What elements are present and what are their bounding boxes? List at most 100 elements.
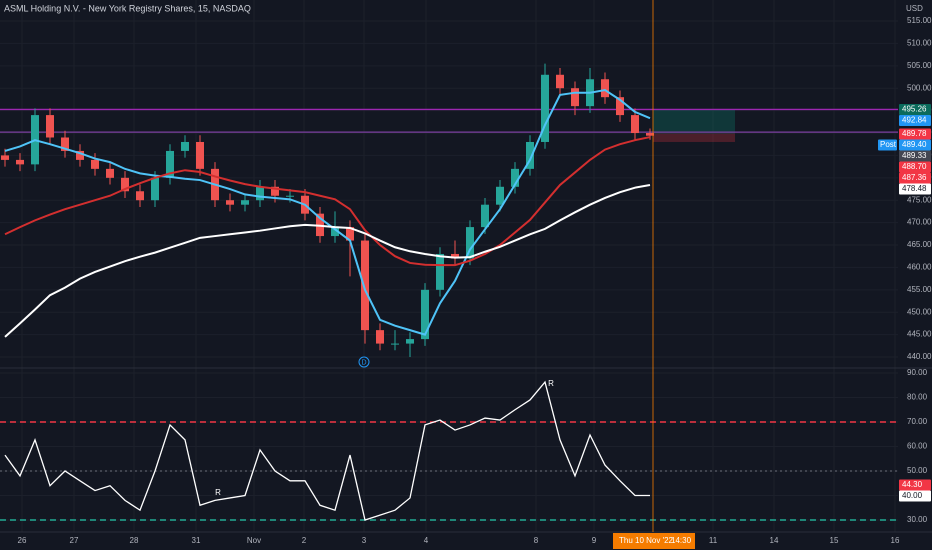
price-badge-label: 44.30 — [902, 480, 923, 489]
price-badge — [899, 139, 931, 151]
position-stop — [653, 133, 735, 142]
y-tick-label: 505.00 — [907, 61, 932, 70]
x-tick-label: 26 — [18, 536, 27, 545]
x-tick-label: 2 — [302, 536, 307, 545]
candle-body — [196, 141, 204, 169]
candle-body — [436, 253, 444, 290]
dividend-marker — [358, 356, 370, 368]
candle-body — [46, 115, 54, 138]
candle-body — [181, 141, 189, 151]
y-tick-label: 455.00 — [907, 285, 932, 294]
candle-body — [136, 191, 144, 201]
moving-average — [4, 184, 651, 338]
y-tick-label: 440.00 — [907, 352, 932, 361]
x-tick-label: 8 — [534, 536, 539, 545]
candle-body — [166, 150, 174, 178]
position-target — [653, 109, 735, 134]
candle-body — [76, 150, 84, 160]
x-tick-label: 11 — [709, 536, 718, 545]
y-tick-label: 50.00 — [907, 466, 928, 475]
x-tick-label: Nov — [247, 536, 261, 545]
candle-body — [511, 168, 519, 187]
candle-body — [376, 330, 384, 344]
post-label: Post — [880, 140, 897, 149]
x-tick-label: 16 — [891, 536, 900, 545]
candle-body — [16, 159, 24, 165]
y-tick-label: 475.00 — [907, 195, 932, 204]
price-badge — [899, 114, 931, 126]
y-tick-label: 70.00 — [907, 417, 928, 426]
candle-body — [121, 177, 129, 192]
y-tick-label: 90.00 — [907, 368, 928, 377]
candle-body — [1, 155, 9, 160]
x-tick-label: 4 — [424, 536, 429, 545]
candle-body — [226, 200, 234, 205]
candle-body — [331, 227, 339, 237]
candle-body — [601, 79, 609, 98]
candle-body — [631, 115, 639, 134]
price-axis-bg — [898, 0, 932, 550]
price-badge-label: 487.36 — [902, 173, 927, 182]
moving-average — [4, 136, 651, 267]
x-tick-label: 14 — [770, 536, 779, 545]
rsi-line — [4, 380, 650, 521]
x-tick-label: 27 — [70, 536, 79, 545]
candle-body — [286, 195, 294, 197]
x-tick-label: 28 — [130, 536, 139, 545]
y-tick-label: 500.00 — [907, 83, 932, 92]
x-tick-label: 31 — [192, 536, 201, 545]
candle-body — [526, 141, 534, 169]
candle-body — [241, 200, 249, 205]
candle-body — [106, 168, 114, 178]
current-date: Thu 10 Nov '22 — [619, 536, 674, 545]
price-badge-label: 489.78 — [902, 129, 927, 138]
y-tick-label: 460.00 — [907, 263, 932, 272]
current-time: 14:30 — [671, 536, 692, 545]
y-tick-label: 510.00 — [907, 39, 932, 48]
candle-body — [451, 253, 459, 259]
y-tick-label: 450.00 — [907, 307, 932, 316]
price-badge — [899, 150, 931, 162]
candle-body — [496, 186, 504, 205]
chart-title: ASML Holding N.V. - New York Registry Sh… — [4, 3, 251, 13]
y-tick-label: 60.00 — [907, 442, 928, 451]
price-badge — [899, 161, 931, 173]
candle-body — [256, 186, 264, 201]
rsi-mark: R — [215, 488, 221, 497]
x-tick-label: 3 — [362, 536, 367, 545]
candle-body — [421, 289, 429, 340]
candle-body — [481, 204, 489, 228]
y-tick-label: 30.00 — [907, 515, 928, 524]
price-badge-label: 489.40 — [902, 140, 927, 149]
moving-average — [4, 88, 651, 336]
y-tick-label: 80.00 — [907, 393, 928, 402]
price-badge — [899, 172, 931, 184]
candle-body — [616, 97, 624, 116]
price-badge-label: 489.33 — [902, 151, 927, 160]
x-tick-label: 15 — [830, 536, 839, 545]
currency: USD — [906, 4, 923, 13]
candle-body — [391, 343, 399, 345]
candle-body — [466, 227, 474, 259]
candle-body — [646, 133, 654, 136]
candle-body — [151, 177, 159, 201]
price-badge — [899, 128, 931, 140]
candle-body — [556, 74, 564, 89]
y-tick-label: 470.00 — [907, 218, 932, 227]
candle-body — [541, 74, 549, 142]
candle-body — [91, 159, 99, 169]
price-badge-label: 492.84 — [902, 116, 927, 125]
dividend-label: D — [361, 359, 366, 366]
rsi-mark: R — [548, 379, 554, 388]
candle-body — [406, 339, 414, 344]
x-tick-label: 9 — [592, 536, 597, 545]
price-badge-label: 488.70 — [902, 162, 927, 171]
y-tick-label: 445.00 — [907, 330, 932, 339]
price-badge-label: 40.00 — [902, 491, 923, 500]
price-badge — [899, 490, 931, 502]
y-tick-label: 465.00 — [907, 240, 932, 249]
price-badge-label: 495.26 — [902, 105, 927, 114]
candle-body — [271, 186, 279, 196]
